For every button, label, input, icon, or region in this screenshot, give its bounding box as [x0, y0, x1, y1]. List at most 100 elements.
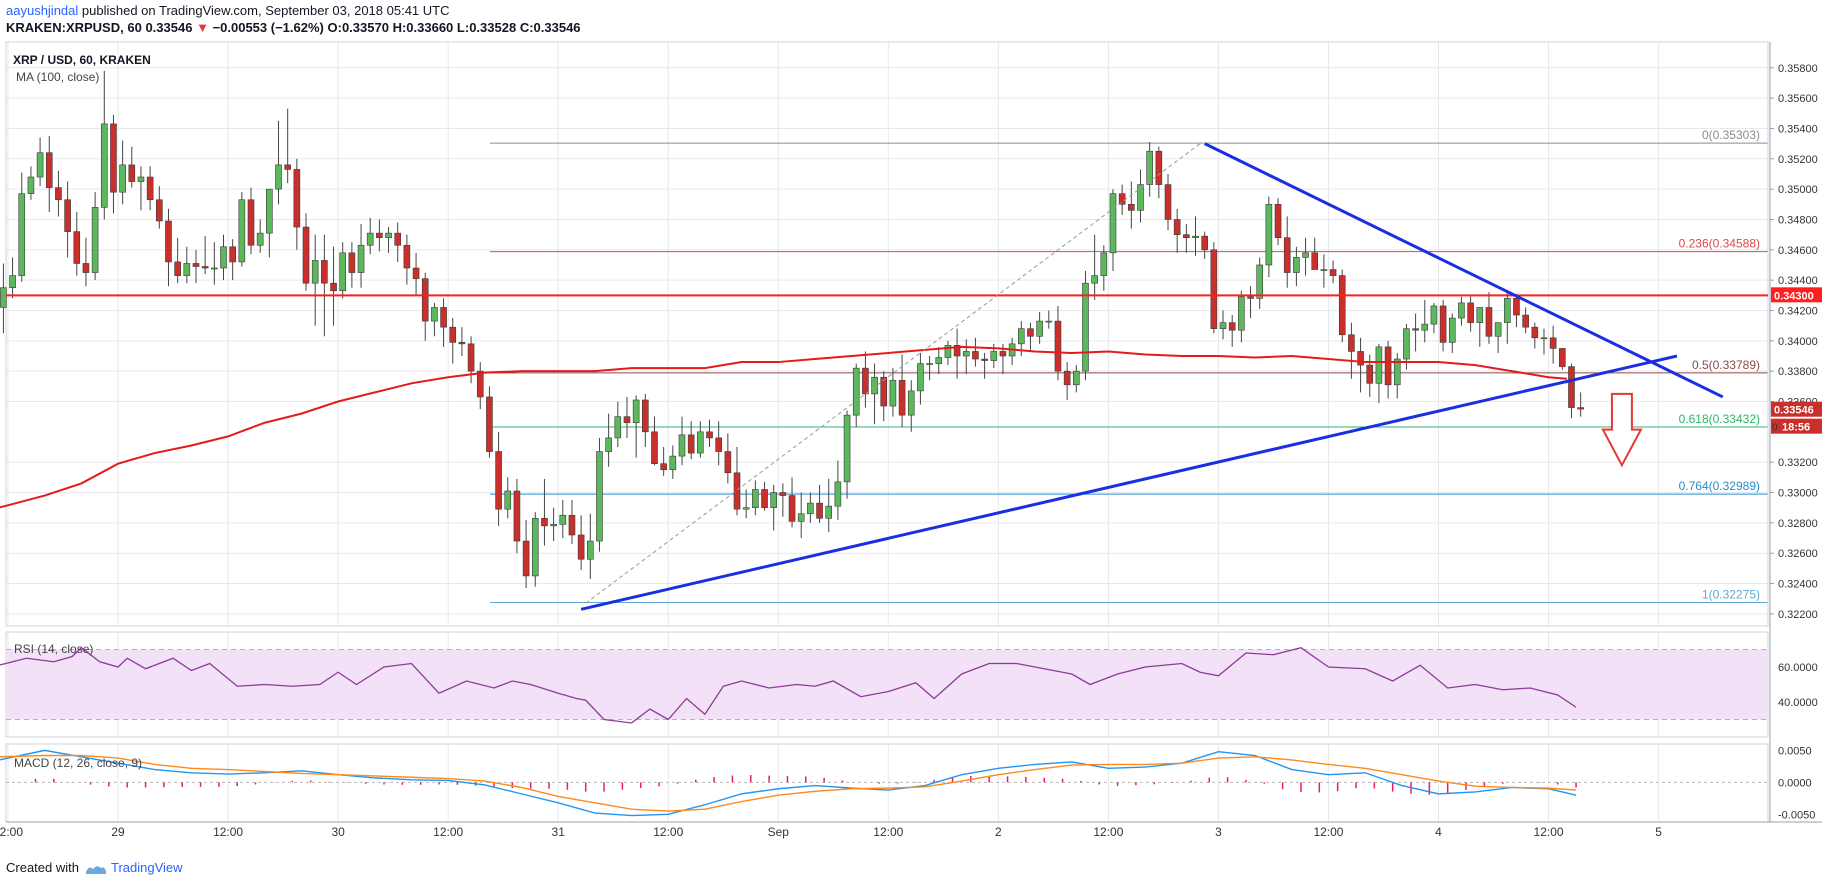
candle-up: [926, 363, 933, 365]
candle-up: [605, 437, 612, 452]
candle-up: [889, 379, 897, 407]
candle-down: [1559, 348, 1566, 367]
price-tick-label: 0.32600: [1778, 548, 1818, 560]
candlestick-series: [0, 70, 1584, 589]
candle-up: [119, 164, 126, 193]
candle-down: [660, 463, 667, 471]
candle-down: [1467, 302, 1474, 323]
candle-down: [146, 176, 154, 201]
candle-down: [1568, 366, 1575, 408]
candle-down: [1164, 184, 1172, 220]
candle-up: [9, 275, 16, 289]
candle-down: [1128, 204, 1135, 211]
candle-down: [64, 199, 71, 232]
countdown-sub-text: 0: [1772, 423, 1778, 434]
candle-down: [1274, 204, 1282, 238]
ma-indicator-label: MA (100, close): [16, 70, 99, 84]
ma100-line: [0, 345, 1567, 509]
candle-up: [825, 505, 833, 519]
candle-up: [1109, 193, 1117, 254]
candle-down: [1522, 314, 1529, 328]
candle-down: [412, 267, 420, 279]
last-price-badge: [1771, 401, 1822, 417]
high-value: 0.33660: [406, 20, 454, 35]
price-tick-label: 0.35600: [1778, 93, 1818, 105]
chart-axes: 0.35800 0.35600 0.35400 0.35200 0.35000 0.348…: [0, 42, 1822, 839]
macd-line: [0, 749, 1577, 817]
candle-up: [550, 524, 557, 527]
candle-up: [1430, 305, 1438, 325]
candle-down: [1549, 337, 1557, 349]
candle-down: [376, 232, 383, 238]
publish-info: aayushjindal published on TradingView.co…: [6, 2, 450, 20]
candle-up: [1393, 358, 1401, 386]
price-tick-label: 0.34800: [1778, 214, 1818, 226]
candle-down: [953, 345, 961, 357]
candle-up: [1137, 184, 1144, 211]
price-tick-label: 0.32200: [1778, 609, 1818, 621]
candle-down: [1329, 269, 1337, 276]
candle-down: [1577, 407, 1584, 410]
candle-up: [238, 199, 246, 263]
last-price: 0.33546: [145, 20, 193, 35]
candle-up: [1238, 296, 1245, 331]
candle-up: [183, 263, 191, 276]
published-text: published on TradingView.com, September …: [78, 3, 450, 18]
candle-down: [1513, 298, 1520, 316]
author-link[interactable]: aayushjindal: [6, 3, 79, 18]
time-tick-label: 31: [552, 825, 566, 839]
candle-down: [1348, 334, 1355, 352]
time-tick-label: 12:00: [0, 825, 23, 839]
price-tick-label: 0.35800: [1778, 63, 1818, 75]
candle-down: [761, 489, 768, 508]
rsi-label: RSI (14, close): [14, 642, 93, 656]
candle-up: [1256, 264, 1264, 299]
candle-down: [642, 399, 649, 433]
candle-up: [1100, 252, 1108, 276]
tradingview-link[interactable]: TradingView: [110, 860, 183, 875]
candle-down: [55, 187, 62, 201]
candle-down: [1063, 370, 1071, 386]
time-tick-label: 3: [1215, 825, 1222, 839]
candle-down: [862, 367, 869, 395]
rsi-line: [0, 646, 1577, 724]
candle-up: [1219, 322, 1227, 329]
candle-up: [1494, 322, 1502, 337]
candle-up: [1421, 323, 1429, 331]
candle-up: [1476, 307, 1484, 323]
candle-down: [623, 416, 631, 424]
time-tick-label: 12:00: [433, 825, 463, 839]
candle-down: [513, 490, 521, 542]
fibonacci-retracement: 0(0.35303) 0.236(0.34588) 0.5(0.33789) 0.61…: [490, 128, 1768, 603]
candle-up: [559, 514, 567, 525]
candle-down: [724, 451, 732, 474]
candle-up: [1045, 320, 1053, 323]
candle-up: [311, 260, 319, 284]
candle-down: [348, 252, 356, 273]
candle-down: [403, 244, 411, 269]
resistance-badge-text: 0.34300: [1774, 290, 1814, 302]
candle-up: [1540, 337, 1548, 340]
candle-up: [1036, 320, 1043, 337]
last-price-badge-text: 0.33546: [1774, 405, 1814, 417]
candle-down: [577, 534, 585, 560]
chart-title: XRP / USD, 60, KRAKEN: [13, 53, 151, 67]
candle-down: [321, 260, 328, 284]
price-tick-label: 0.33800: [1778, 366, 1818, 378]
macd-label: MACD (12, 26, close, 9): [14, 756, 142, 770]
symbol-summary: KRAKEN:XRPUSD, 60 0.33546 ▼ −0.00553 (−1…: [6, 19, 581, 37]
candle-up: [1017, 328, 1025, 345]
rsi-tick-label: 60.0000: [1778, 662, 1818, 674]
candle-down: [449, 326, 457, 343]
candle-down: [1183, 234, 1190, 238]
macd-pane: [0, 749, 1768, 817]
footer: Created with TradingView: [6, 858, 183, 878]
candle-up: [100, 123, 108, 208]
candle-up: [1265, 204, 1273, 266]
price-tick-label: 0.33200: [1778, 457, 1818, 469]
candle-up: [137, 176, 145, 182]
candle-down: [568, 514, 576, 536]
candle-down: [1228, 322, 1236, 331]
candle-up: [586, 540, 594, 560]
